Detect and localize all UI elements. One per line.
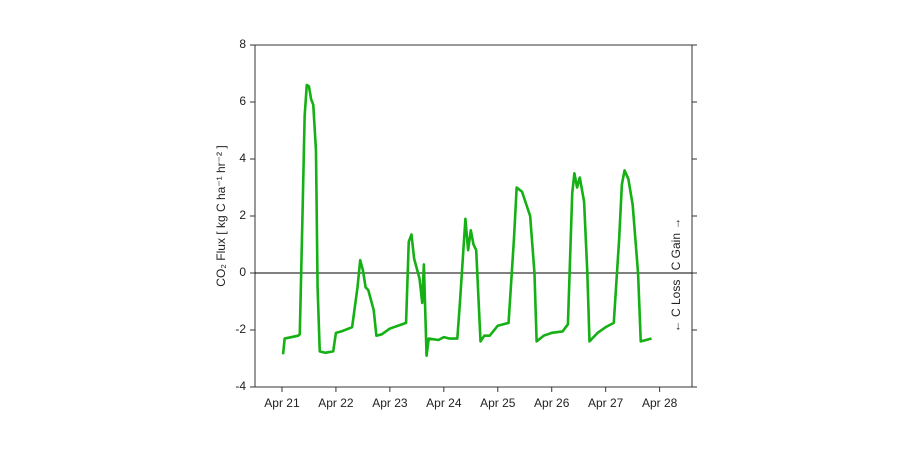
x-tick-label: Apr 23: [372, 396, 408, 410]
annotation: C Gain →: [669, 218, 683, 271]
y-tick-label: 6: [239, 94, 246, 108]
data-line: [281, 83, 652, 357]
x-tick-label: Apr 26: [534, 396, 570, 410]
x-tick-label: Apr 21: [264, 396, 300, 410]
y-tick-label: 8: [239, 37, 246, 51]
y-tick-label: 2: [239, 208, 246, 222]
y-tick-label: -4: [235, 379, 246, 393]
y-axis-label: CO₂ Flux [ kg C ha⁻¹ hr⁻² ]: [214, 145, 228, 286]
plot-frame: [254, 44, 693, 388]
x-tick-label: Apr 24: [426, 396, 462, 410]
y-tick-label: 4: [239, 151, 246, 165]
y-tick-label: 0: [239, 265, 246, 279]
x-tick-label: Apr 28: [642, 396, 678, 410]
x-tick-label: Apr 27: [588, 396, 624, 410]
x-tick-label: Apr 25: [480, 396, 516, 410]
y-tick-label: -2: [235, 322, 246, 336]
x-tick-label: Apr 22: [318, 396, 354, 410]
annotation: ← C Loss: [669, 280, 683, 333]
